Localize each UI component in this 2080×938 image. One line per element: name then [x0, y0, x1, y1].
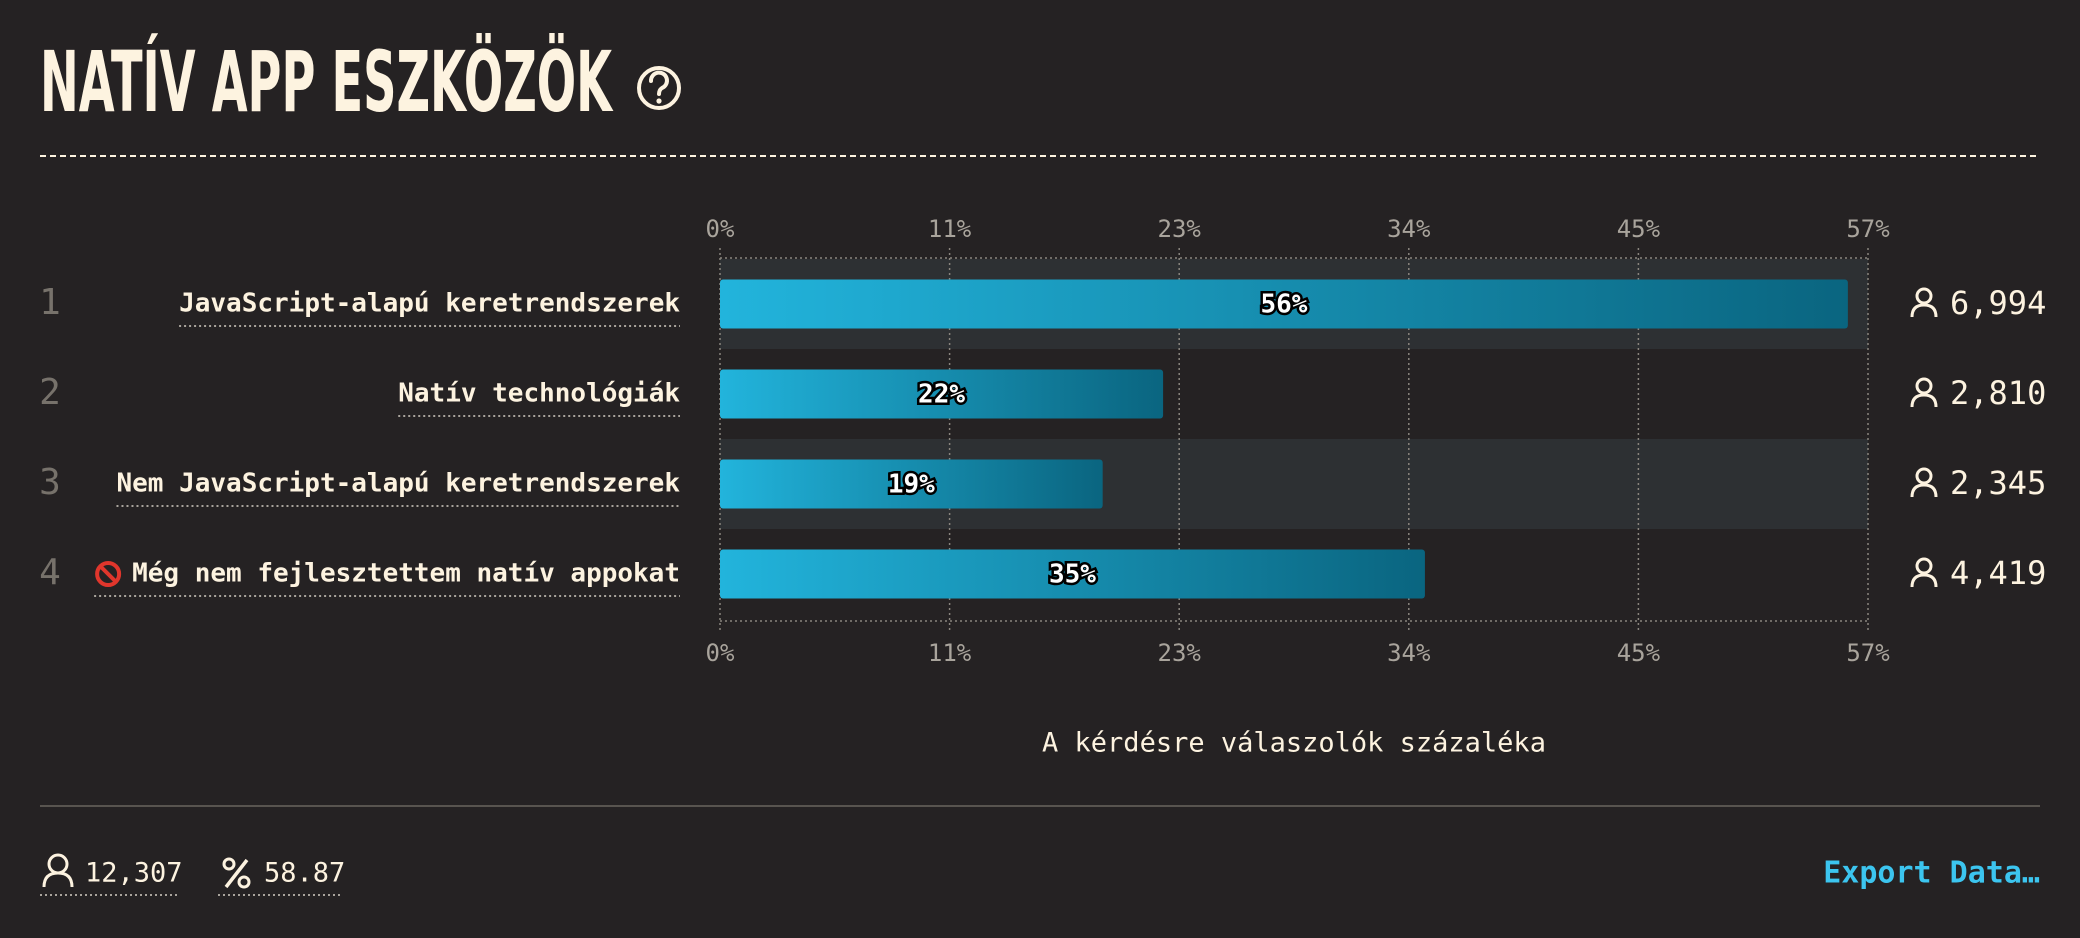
respondents: 2,345 — [1910, 464, 2046, 502]
bar — [720, 459, 1103, 509]
x-tick-label: 57% — [1846, 215, 1890, 243]
respondent-count: 2,810 — [1950, 374, 2046, 412]
x-tick-label: 23% — [1158, 215, 1202, 243]
help-icon[interactable] — [637, 66, 681, 110]
chart-title: NATÍV APP ESZKÖZÖK — [40, 33, 614, 131]
x-tick-label: 57% — [1846, 639, 1890, 667]
not-icon-slash — [98, 564, 118, 584]
bar-value-label: 19% — [888, 470, 935, 500]
respondents: 6,994 — [1910, 284, 2046, 322]
respondents: 4,419 — [1910, 554, 2046, 592]
category-label[interactable]: JavaScript-alapú keretrendszerek — [179, 289, 680, 319]
respondent-count: 4,419 — [1950, 554, 2046, 592]
category-label[interactable]: Nem JavaScript-alapú keretrendszerek — [116, 469, 680, 499]
person-icon-head — [1915, 557, 1933, 575]
person-icon-head — [1915, 467, 1933, 485]
rank: 2 — [39, 372, 61, 413]
export-button[interactable]: Export Data… — [1823, 856, 2040, 891]
footer-respondents[interactable]: 12,307 — [40, 853, 183, 896]
x-tick-label: 0% — [706, 639, 735, 667]
person-icon-head — [1915, 287, 1933, 305]
footer-percent-value: 58.87 — [264, 858, 345, 889]
person-icon-body — [1910, 303, 1938, 318]
bar-value-label: 35% — [1049, 560, 1096, 590]
bar-value-label: 56% — [1260, 290, 1307, 320]
bar-value-label: 22% — [918, 380, 965, 410]
x-tick-label: 34% — [1387, 639, 1431, 667]
person-icon-head — [1915, 377, 1933, 395]
category-label[interactable]: Natív technológiák — [398, 379, 680, 409]
x-tick-label: 0% — [706, 215, 735, 243]
person-icon-body — [1910, 573, 1938, 588]
not-icon-ring — [95, 561, 122, 587]
person-icon-body — [1910, 393, 1938, 408]
category-label[interactable]: Még nem fejlesztettem natív appokat — [132, 559, 680, 589]
x-axis-label: A kérdésre válaszolók százaléka — [1042, 728, 1546, 759]
not-icon — [95, 561, 122, 587]
rank: 1 — [39, 282, 61, 323]
x-tick-label: 45% — [1617, 639, 1661, 667]
x-tick-label: 34% — [1387, 215, 1431, 243]
x-tick-label: 11% — [928, 215, 972, 243]
respondent-count: 2,345 — [1950, 464, 2046, 502]
footer-respondents-count: 12,307 — [85, 858, 183, 889]
rank: 4 — [39, 552, 61, 593]
bar — [720, 369, 1164, 419]
person-icon-body — [1910, 483, 1938, 498]
bar — [720, 279, 1848, 329]
x-tick-label: 11% — [928, 639, 972, 667]
bar — [720, 549, 1425, 599]
respondents: 2,810 — [1910, 374, 2046, 412]
rank: 3 — [39, 462, 61, 503]
x-tick-label: 45% — [1617, 215, 1661, 243]
x-tick-label: 23% — [1158, 639, 1202, 667]
respondent-count: 6,994 — [1950, 284, 2046, 322]
footer-percent[interactable]: 58.87 — [218, 857, 345, 896]
